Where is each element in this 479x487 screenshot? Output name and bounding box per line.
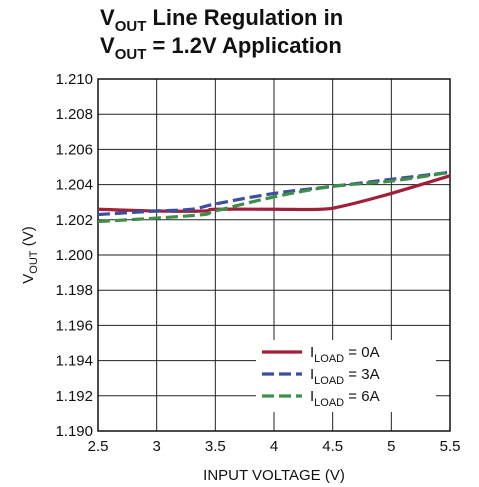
- y-tick-label: 1.204: [55, 177, 93, 194]
- legend-label: ILOAD = 6A: [310, 388, 380, 409]
- ylabel-sub: OUT: [28, 250, 40, 274]
- y-tick-label: 1.192: [55, 388, 93, 405]
- title1-rest: Line Regulation in: [146, 5, 343, 30]
- title1-sub: OUT: [115, 18, 147, 35]
- x-tick-label: 4.5: [322, 438, 343, 455]
- series-line-iload-6a: [97, 170, 451, 224]
- y-axis-label: VOUT (V): [20, 226, 40, 283]
- title1-main: V: [100, 5, 115, 30]
- y-tick-label: 1.202: [55, 212, 93, 229]
- legend-label-main: I: [310, 344, 314, 361]
- title2-rest: = 1.2V Application: [146, 33, 341, 58]
- series-layer: [97, 170, 451, 224]
- legend-label-rest: = 6A: [344, 388, 379, 405]
- ylabel-rest: (V): [20, 226, 37, 250]
- legend-label-sub: LOAD: [314, 397, 344, 409]
- legend-label: ILOAD = 0A: [310, 344, 380, 365]
- legend-label: ILOAD = 3A: [310, 366, 380, 387]
- chart-title-line-2: VOUT = 1.2V Application: [100, 33, 342, 63]
- y-tick-label: 1.190: [55, 423, 93, 440]
- legend-label-main: I: [310, 366, 314, 383]
- y-tick-labels: 1.190 1.192 1.194 1.196 1.198 1.200 1.202 1.204…: [55, 71, 93, 440]
- x-axis-label: INPUT VOLTAGE (V): [203, 467, 345, 484]
- y-tick-label: 1.194: [55, 353, 93, 370]
- title2-main: V: [100, 33, 115, 58]
- legend-label-sub: LOAD: [314, 353, 344, 365]
- y-tick-label: 1.198: [55, 282, 93, 299]
- y-tick-label: 1.200: [55, 247, 93, 264]
- x-tick-label: 3.5: [205, 438, 226, 455]
- y-tick-label: 1.196: [55, 317, 93, 334]
- y-tick-label: 1.210: [55, 71, 93, 88]
- x-tick-label: 4: [270, 438, 278, 455]
- y-tick-label: 1.206: [55, 141, 93, 158]
- legend-label-main: I: [310, 388, 314, 405]
- y-tick-label: 1.208: [55, 106, 93, 123]
- plot-frame: [97, 78, 451, 432]
- x-tick-label: 5: [387, 438, 395, 455]
- x-tick-labels: 2.5 3 3.5 4 4.5 5 5.5: [88, 438, 461, 455]
- series-line-iload-3a: [97, 170, 451, 217]
- x-tick-label: 2.5: [88, 438, 109, 455]
- x-tick-label: 3: [152, 438, 160, 455]
- legend-label-rest: = 3A: [344, 366, 379, 383]
- title2-sub: OUT: [115, 46, 147, 63]
- legend-label-rest: = 0A: [344, 344, 379, 361]
- x-tick-label: 5.5: [440, 438, 461, 455]
- legend-label-sub: LOAD: [314, 375, 344, 387]
- ylabel-main: V: [20, 274, 37, 284]
- chart-title-line-1: VOUT Line Regulation in: [100, 5, 343, 35]
